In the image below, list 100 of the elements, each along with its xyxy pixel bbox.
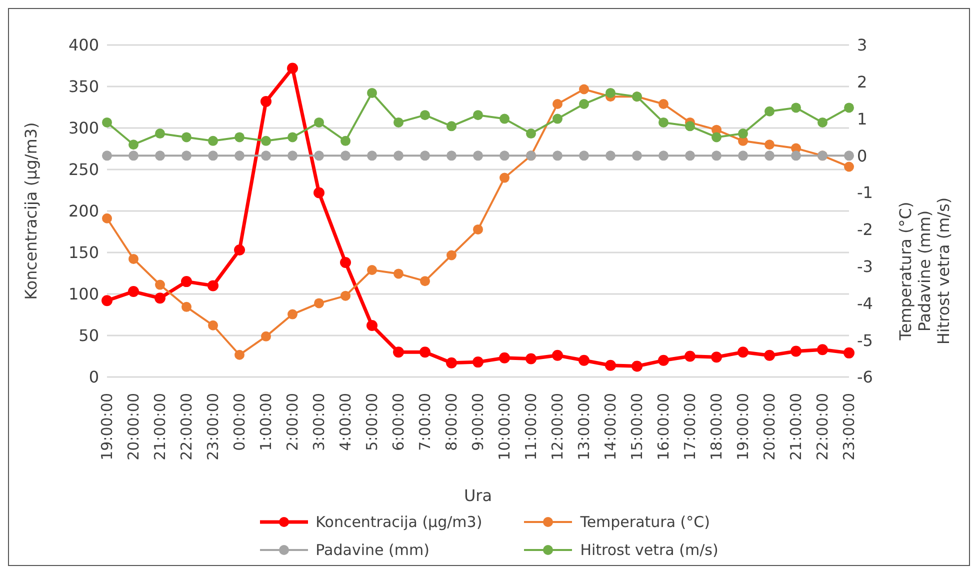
x-tick-label: 23:00:00	[840, 393, 858, 460]
point	[579, 84, 589, 94]
x-tick-label: 15:00:00	[628, 393, 646, 460]
point	[102, 295, 112, 306]
x-tick-label: 4:00:00	[336, 393, 354, 451]
y2-tick-label: -3	[857, 257, 873, 276]
point	[367, 265, 377, 276]
point	[154, 292, 166, 304]
point	[712, 132, 722, 142]
point	[738, 346, 748, 358]
y2-tick-label: 0	[857, 146, 868, 166]
y-tick-label: 250	[68, 160, 99, 180]
point	[472, 356, 484, 368]
x-tick-label: 5:00:00	[363, 393, 381, 451]
point	[844, 347, 854, 358]
point	[234, 244, 245, 256]
point	[764, 106, 774, 116]
x-tick-label: 18:00:00	[708, 393, 726, 460]
point	[393, 346, 404, 358]
point	[685, 121, 695, 132]
point	[102, 117, 112, 128]
y2-tick-label: -5	[857, 330, 873, 350]
point	[446, 357, 457, 368]
point	[155, 150, 165, 161]
point	[208, 150, 218, 161]
y2-tick-label: 3	[857, 36, 868, 55]
x-tick-label: 19:00:00	[98, 393, 116, 460]
point	[446, 150, 456, 161]
point	[420, 276, 430, 286]
x-tick-label: 12:00:00	[548, 393, 566, 460]
point	[791, 102, 801, 113]
point	[606, 150, 616, 161]
y2-axis-title: Temperatura (°C) Padavine (mm) Hitrost vetra (m/s)	[896, 197, 953, 345]
point	[234, 132, 244, 142]
point	[473, 224, 483, 234]
point	[420, 150, 430, 161]
y2-tick-label: -2	[857, 220, 873, 240]
point	[552, 114, 562, 124]
y2-tick-label: -6	[857, 368, 873, 387]
point	[658, 117, 668, 128]
x-tick-label: 20:00:00	[760, 393, 778, 460]
legend-label: Temperatura (°C)	[580, 513, 710, 531]
point	[446, 250, 456, 260]
point	[261, 136, 271, 146]
x-tick-label: 6:00:00	[390, 393, 408, 451]
point	[764, 140, 774, 150]
x-axis-title: Ura	[464, 486, 492, 505]
point	[288, 132, 298, 142]
point	[340, 150, 350, 161]
point	[579, 150, 589, 161]
point	[738, 128, 748, 139]
point	[605, 360, 616, 371]
legend-label: Koncentracija (µg/m3)	[316, 513, 482, 531]
point	[552, 99, 562, 110]
point	[102, 213, 112, 224]
x-tick-label: 14:00:00	[602, 393, 620, 460]
point	[818, 117, 828, 128]
x-tick-label: 1:00:00	[257, 393, 275, 451]
point	[208, 136, 218, 146]
point	[552, 350, 563, 361]
point	[790, 346, 802, 357]
point	[632, 150, 642, 161]
x-tick-label: 21:00:00	[787, 393, 805, 460]
point	[128, 150, 138, 161]
point	[314, 298, 324, 308]
y-tick-label: 350	[68, 77, 99, 96]
y2-tick-label: 1	[857, 109, 868, 128]
point	[260, 96, 272, 107]
point	[366, 320, 378, 332]
point	[128, 286, 139, 298]
point	[684, 350, 696, 362]
point	[394, 150, 404, 161]
point	[182, 302, 192, 312]
point	[128, 254, 138, 264]
point	[817, 344, 828, 356]
point	[394, 268, 404, 279]
point	[420, 110, 430, 120]
point	[500, 150, 510, 161]
point	[500, 114, 510, 124]
point	[234, 150, 244, 161]
x-tick-label: 3:00:00	[310, 393, 328, 451]
point	[658, 150, 668, 161]
x-tick-label: 19:00:00	[734, 393, 752, 460]
point	[155, 128, 165, 139]
point	[764, 350, 775, 361]
point	[844, 102, 854, 113]
point	[844, 150, 854, 161]
y-tick-label: 100	[68, 284, 99, 304]
point	[791, 150, 801, 161]
point	[181, 276, 192, 288]
point	[182, 132, 192, 142]
point	[473, 150, 483, 161]
point	[287, 62, 298, 74]
point	[314, 117, 324, 128]
point	[711, 352, 722, 363]
x-tick-label: 21:00:00	[151, 393, 169, 460]
x-tick-label: 9:00:00	[469, 393, 487, 451]
point	[658, 99, 668, 110]
point	[314, 150, 324, 161]
x-tick-label: 8:00:00	[442, 393, 460, 451]
